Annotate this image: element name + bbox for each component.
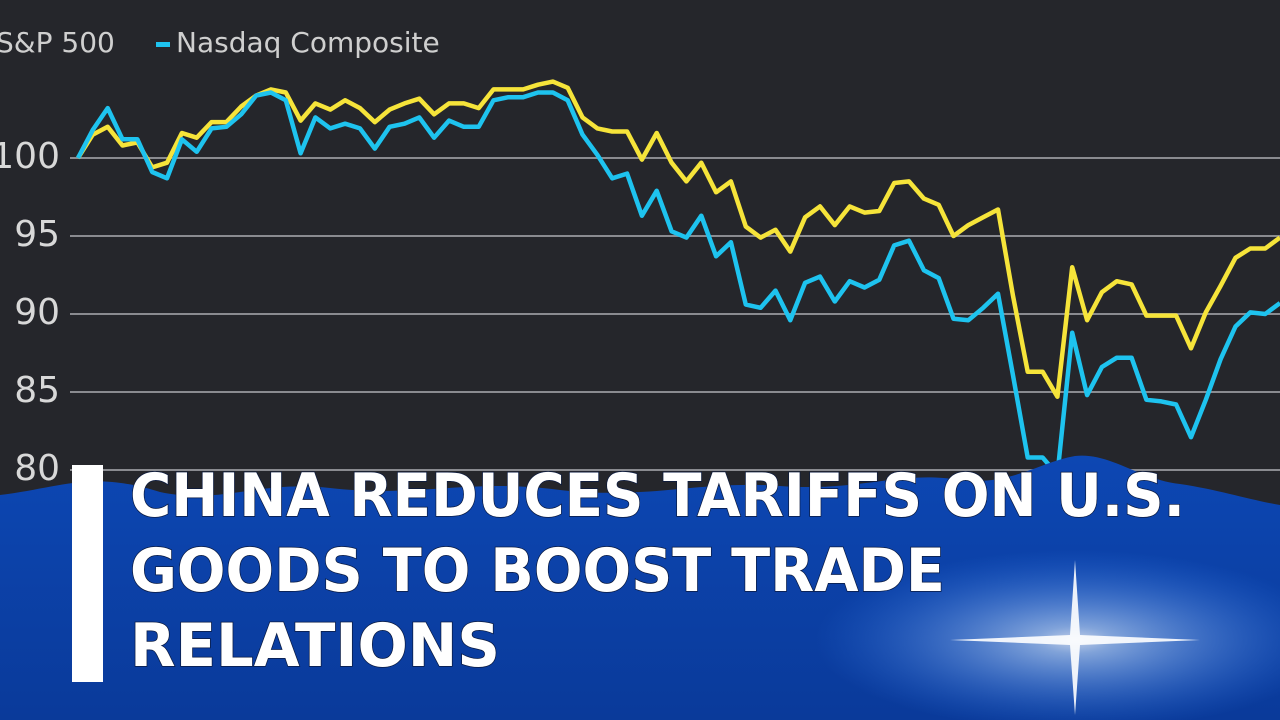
y-tick-label: 80 [14,448,60,489]
headline-line: RELATIONS [130,611,500,681]
series-line [76,79,1280,399]
glow [815,550,1280,720]
y-tick-label: 85 [14,370,60,411]
grid: 80 85 90 95 100 [0,136,1280,489]
headline-line: CHINA REDUCES TARIFFS ON U.S. [130,461,1185,531]
plot [76,79,1280,477]
accent-bar [72,465,103,682]
headline-line: GOODS TO BOOST TRADE [130,536,945,606]
sparkle [950,560,1200,715]
y-tick-label: 90 [14,292,60,333]
series-line [76,90,1280,477]
legend: S&P 500 Nasdaq Composite [0,26,440,59]
y-tick-label: 100 [0,136,60,177]
legend-swatch [156,42,170,47]
y-tick-label: 95 [14,214,60,255]
legend-label: S&P 500 [0,26,115,59]
legend-label: Nasdaq Composite [176,26,440,59]
headline: CHINA REDUCES TARIFFS ON U.S.GOODS TO BO… [129,460,1186,682]
